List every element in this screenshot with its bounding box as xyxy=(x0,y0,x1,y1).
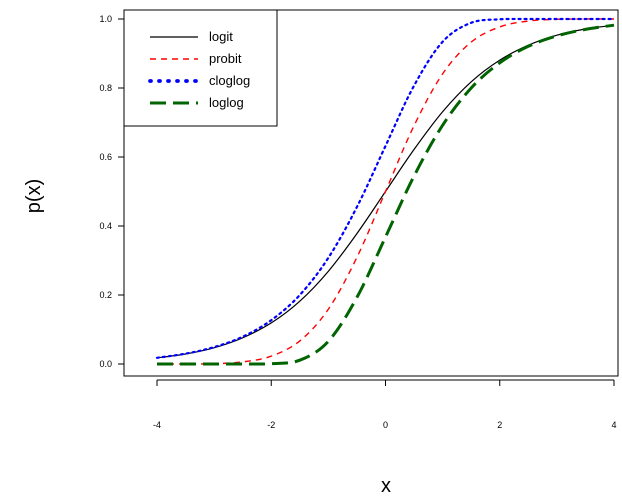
x-tick-label: -2 xyxy=(267,420,275,430)
legend-label-probit: probit xyxy=(209,51,242,66)
y-tick-label: 0.2 xyxy=(99,290,112,300)
plot-frame xyxy=(123,9,619,377)
series-line-loglog xyxy=(157,23,615,366)
y-axis-title: p(x) xyxy=(23,179,45,213)
y-tick-label: 0.8 xyxy=(99,83,112,93)
series-line-cloglog xyxy=(155,17,616,359)
y-tick-label: 0.0 xyxy=(99,359,112,369)
x-axis: -4 -2 0 2 4 xyxy=(153,379,617,430)
x-tick-label: 4 xyxy=(611,420,616,430)
legend-label-loglog: loglog xyxy=(209,95,244,110)
x-tick-label: 0 xyxy=(383,420,388,430)
legend-box xyxy=(123,9,278,127)
x-tick-label: -4 xyxy=(153,420,161,430)
legend-label-logit: logit xyxy=(209,29,233,44)
y-tick-label: 0.4 xyxy=(99,221,112,231)
curves-group xyxy=(155,17,616,366)
y-tick-label: 1.0 xyxy=(99,14,112,24)
x-axis-title: x xyxy=(381,475,391,497)
plot-area xyxy=(123,9,619,377)
x-tick-label: 2 xyxy=(497,420,502,430)
y-tick-label: 0.6 xyxy=(99,152,112,162)
legend: logit probit cloglog loglog xyxy=(123,9,278,127)
y-axis: 0.0 0.2 0.4 0.6 0.8 1.0 xyxy=(99,14,124,369)
legend-label-cloglog: cloglog xyxy=(209,73,250,88)
